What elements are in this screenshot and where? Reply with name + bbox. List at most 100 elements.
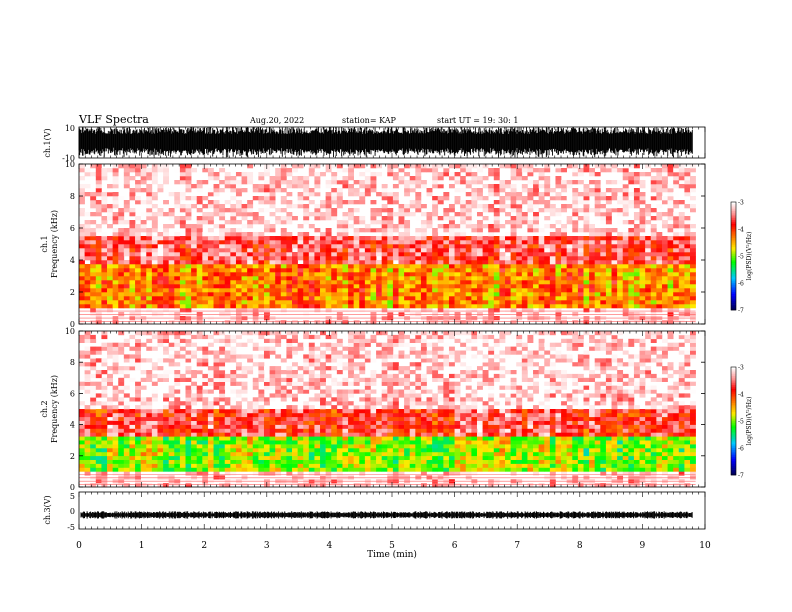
ch1-spec-cell: [320, 204, 326, 209]
ch1-spec-cell: [404, 228, 411, 233]
ch2-spec-cell: [168, 393, 175, 398]
ch1-spec-cell: [123, 176, 130, 181]
ch1-spec-cell: [454, 272, 461, 277]
ch1-spec-cell: [219, 228, 226, 233]
ch1-spec-cell: [460, 296, 467, 301]
ch2-spec-cell: [179, 440, 186, 445]
ch1-spec-cell: [235, 208, 242, 213]
ch1-spec-cell: [420, 248, 427, 253]
ch1-spec-cell: [336, 276, 343, 281]
ch1-spec-cell: [107, 212, 113, 217]
ch1-spec-cell: [516, 252, 523, 257]
ch1-spec-cell: [555, 308, 562, 313]
ch1-spec-cell: [404, 308, 411, 313]
ch1-spec-cell: [460, 320, 467, 325]
ch1-spec-cell: [353, 256, 360, 261]
ch1-spec-cell: [510, 268, 517, 273]
ch1-spec-cell: [269, 204, 276, 209]
ch2-spec-cell: [123, 354, 130, 359]
ch1-spec-cell: [611, 284, 618, 289]
ch1-spec-cell: [101, 220, 108, 225]
ch1-colorbar-cell: [731, 293, 736, 296]
ch2-spec-cell: [95, 463, 102, 468]
ch1-spec-cell: [381, 236, 388, 241]
ch1-spec-cell: [617, 248, 624, 253]
ch1-spec-cell: [213, 284, 220, 289]
ch1-spec-cell: [454, 164, 461, 169]
ch2-spec-cell: [174, 342, 181, 347]
ch1-spec-cell: [493, 276, 500, 281]
ch1-spec-cell: [151, 212, 158, 217]
ch1-spec-cell: [95, 320, 102, 325]
ch1-spec-cell: [146, 264, 153, 269]
ch1-spec-cell: [247, 296, 254, 301]
ch1-spec-cell: [151, 252, 158, 257]
ch1-spec-cell: [359, 164, 366, 169]
ch1-spec-cell: [348, 276, 354, 281]
ch1-spec-cell: [123, 184, 130, 189]
ch1-spec-cell: [482, 272, 489, 277]
ch2-spec-cell: [84, 432, 91, 437]
ch1-spec-cell: [95, 256, 102, 261]
ch1-spectrogram-heatmap: [79, 164, 696, 325]
ch1-spec-cell: [482, 244, 489, 249]
ch1-spec-cell: [370, 212, 377, 217]
ch1-spec-cell: [258, 252, 265, 257]
ch1-spec-cell: [617, 304, 624, 309]
ch1-spec-cell: [633, 296, 640, 301]
ch2-spec-cell: [84, 483, 91, 488]
ch1-spec-cell: [308, 268, 315, 273]
ch2-spec-cell: [118, 381, 125, 386]
ch1-spec-cell: [493, 288, 500, 293]
ch1-spec-cell: [667, 280, 674, 285]
ch1-spec-cell: [633, 236, 640, 241]
ch1-spec-cell: [151, 220, 158, 225]
ch1-spec-cell: [594, 184, 601, 189]
ch1-spec-cell: [633, 312, 640, 317]
ch1-spec-cell: [123, 272, 130, 277]
ch1-spec-cell: [633, 272, 640, 277]
ch2-spec-cell: [84, 420, 91, 425]
ch1-spec-cell: [90, 284, 97, 289]
ch1-spec-cell: [191, 268, 198, 273]
ch1-spec-cell: [493, 228, 500, 233]
ch1-spec-cell: [258, 292, 265, 297]
ch1-spec-cell: [297, 280, 304, 285]
ch1-spec-cell: [157, 296, 164, 301]
ch1-spec-cell: [594, 188, 601, 193]
ch1-spec-cell: [179, 288, 186, 293]
ch2-spec-cell: [174, 420, 181, 425]
ch1-spec-cell: [628, 192, 635, 197]
ch1-spec-cell: [376, 236, 382, 241]
ch1-spec-cell: [314, 252, 321, 257]
ch1-spec-cell: [521, 284, 528, 289]
ch1-spec-cell: [426, 300, 433, 305]
ch1-spec-cell: [213, 260, 220, 265]
ch1-spec-cell: [404, 248, 411, 253]
ch1-spec-cell: [79, 240, 85, 245]
ch1-spec-cell: [678, 288, 685, 293]
ch1-spec-cell: [235, 184, 242, 189]
ch2-spec-cell: [101, 342, 108, 347]
ch1-spec-cell: [426, 272, 433, 277]
ch1-spec-cell: [280, 208, 287, 213]
ch1-spec-cell: [101, 248, 108, 253]
ch1-spec-cell: [432, 272, 439, 277]
ch1-spec-cell: [235, 236, 242, 241]
ch1-spec-cell: [168, 320, 175, 325]
ch1-spec-cell: [454, 224, 461, 229]
ch2-spec-cell: [168, 428, 175, 433]
ch1-spec-cell: [583, 204, 590, 209]
ch1-spec-cell: [521, 176, 528, 181]
ch1-spec-cell: [645, 204, 652, 209]
ch1-spec-cell: [577, 280, 584, 285]
ch1-spec-cell: [538, 260, 545, 265]
ch2-spec-cell: [168, 342, 175, 347]
ch1-spec-cell: [572, 216, 579, 221]
ch1-spec-cell: [151, 276, 158, 281]
ch1-spec-cell: [577, 200, 584, 205]
ch1-colorbar-cell: [731, 209, 736, 212]
ch2-spec-cell: [101, 362, 108, 367]
ch1-spec-cell: [303, 192, 310, 197]
ch1-spec-cell: [493, 308, 500, 313]
